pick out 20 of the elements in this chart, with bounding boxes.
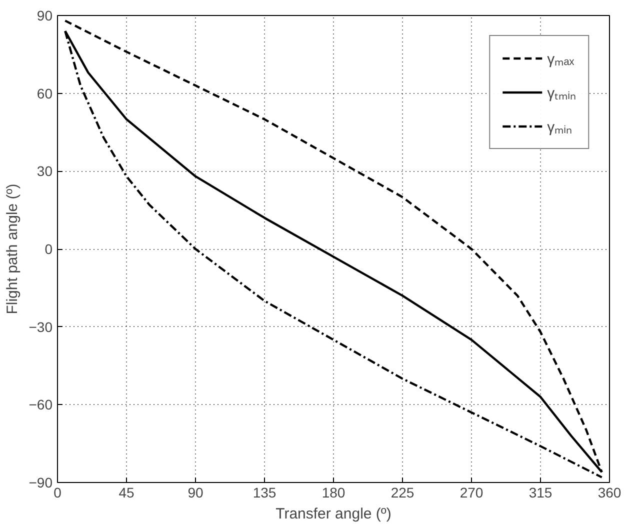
x-tick-label: 45 <box>118 484 134 500</box>
y-tick-label: −90 <box>28 474 53 490</box>
legend-label: γₘᵢₙ <box>547 118 572 136</box>
y-axis-title: Flight path angle (º) <box>4 184 21 314</box>
x-tick-label: 90 <box>188 484 204 500</box>
x-tick-label: 360 <box>598 484 622 500</box>
y-tick-label: −30 <box>28 318 53 335</box>
x-tick-label: 270 <box>460 484 484 500</box>
x-tick-label: 225 <box>390 484 414 500</box>
x-tick-label: 180 <box>322 484 346 500</box>
x-axis-title: Transfer angle (º) <box>276 506 392 522</box>
y-tick-label: −60 <box>28 396 53 413</box>
y-tick-label: 30 <box>36 163 53 180</box>
legend-label: γₘₐₓ <box>547 50 574 68</box>
y-tick-label: 0 <box>44 241 53 257</box>
x-tick-label: 135 <box>252 484 276 500</box>
y-tick-label: 60 <box>36 85 53 102</box>
x-tick-label: 315 <box>528 484 552 500</box>
legend-label: γₜₘᵢₙ <box>547 84 576 102</box>
y-tick-label: 90 <box>36 8 53 24</box>
